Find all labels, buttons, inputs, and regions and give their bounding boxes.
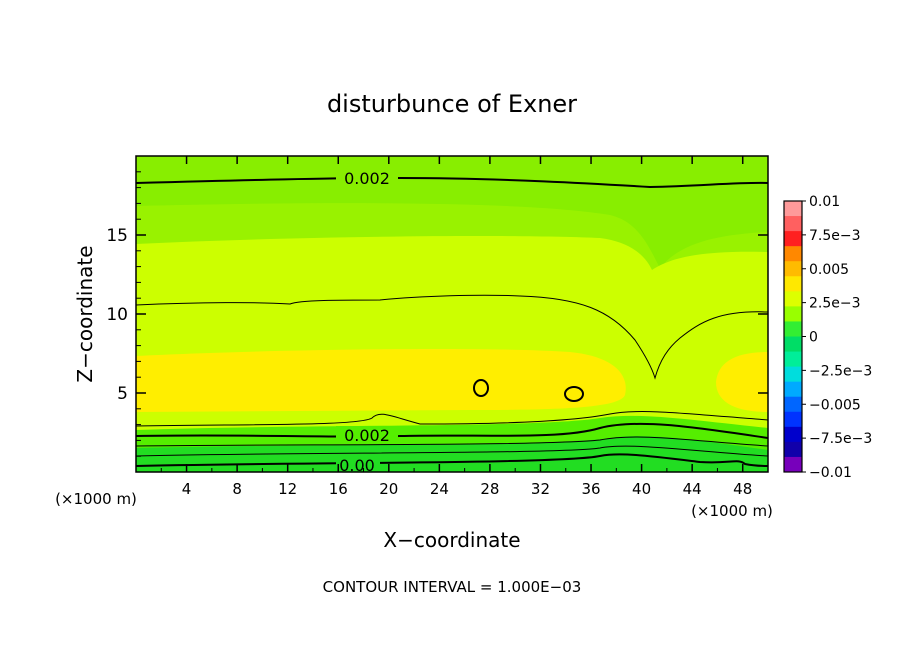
contour-line-lower-2 [136,422,768,439]
x-tick-label: 16 [329,480,348,498]
colorbar-swatch [784,426,802,443]
x-tick-label: 8 [232,480,242,498]
contour-label: 0.00 [339,456,375,475]
x-unit-left: (×1000 m) [55,490,137,508]
chart-title: disturbunce of Exner [327,90,577,118]
colorbar-label: −0.01 [809,465,852,481]
contour-line-upper [136,294,768,380]
contour-line-lower-1 [136,411,768,427]
x-tick-label: 44 [683,480,702,498]
colorbar-label: −0.005 [809,397,861,413]
x-unit-right: (×1000 m) [691,502,773,520]
colorbar-label: 7.5e−3 [809,228,861,244]
contour-interval-note: CONTOUR INTERVAL = 1.000E−03 [323,578,582,596]
x-tick-label: 28 [480,480,499,498]
y-tick-label: 15 [106,226,128,246]
colorbar-swatch [784,441,802,458]
band-core-left [136,349,626,412]
colorbar-swatch [784,396,802,413]
contour-label: 0.002 [344,426,390,445]
x-tick-label: 40 [632,480,651,498]
colorbar-swatch [784,231,802,247]
x-axis-label: X−coordinate [383,528,520,552]
x-tick-label: 32 [531,480,550,498]
colorbar-label: −2.5e−3 [809,363,872,379]
x-tick-label: 20 [379,480,398,498]
colorbar-swatch [784,366,802,383]
colorbar-swatch [784,261,802,277]
colorbar-label: 0.005 [809,262,849,278]
colorbar-swatch [784,411,802,428]
colorbar-label: 2.5e−3 [809,296,861,312]
contour-line-lower-4 [136,445,768,457]
x-tick-label: 24 [430,480,449,498]
contour-line-lower-3 [136,436,768,447]
y-tick-label: 5 [117,384,128,404]
colorbar-swatch [784,336,802,353]
colorbar-label: −7.5e−3 [809,431,872,447]
colorbar-swatch [784,456,802,473]
contour-line-top [136,176,768,189]
x-tick-label: 4 [182,480,192,498]
colorbar-label: 0.01 [809,194,840,210]
colorbar-swatch [784,291,802,307]
x-axis: 4 8 12 16 20 24 28 32 36 40 44 48 [160,156,752,498]
y-axis-label: Z−coordinate [73,245,97,382]
contour-label: 0.002 [344,169,390,188]
band-core-right [716,352,768,412]
contour-closed-b [564,386,584,402]
colorbar-swatch [784,246,802,262]
colorbar-swatch [784,216,802,232]
colorbar-swatch [784,201,802,217]
colorbar-swatch [784,276,802,292]
x-tick-label: 48 [733,480,752,498]
colorbar-label: 0 [809,330,818,346]
contour-field [136,156,768,472]
colorbar-swatch [784,306,802,322]
contour-closed-a [473,379,489,397]
colorbar-swatch [784,321,802,337]
colorbar-swatch [784,381,802,398]
colorbar-swatch [784,351,802,368]
colorbar: 0.01 7.5e−3 0.005 2.5e−3 0 −2.5e−3 −0.005 −7.5e… [784,194,872,481]
x-tick-label: 12 [278,480,297,498]
y-axis: 5 10 15 [106,171,768,457]
y-tick-label: 10 [106,305,128,325]
x-tick-label: 36 [581,480,600,498]
colorbar-frame [783,200,803,473]
